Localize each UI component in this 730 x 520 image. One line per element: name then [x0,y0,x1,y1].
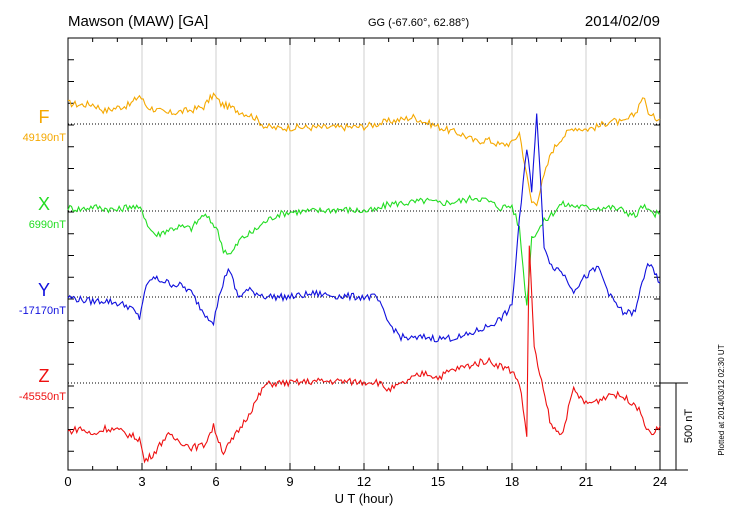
component-label-y: Y [38,280,50,300]
x-tick-label: 12 [357,474,371,489]
x-axis-label: U T (hour) [335,491,394,506]
baseline-value-y: -17170nT [19,305,66,317]
series-line-y [67,113,661,343]
vertical-gridlines [141,38,587,470]
component-label-f: F [39,107,50,127]
scale-bar [660,382,688,471]
series-line-f [68,92,661,207]
x-tick-label: 0 [64,474,71,489]
component-label-z: Z [39,366,50,386]
x-tick-label: 9 [286,474,293,489]
x-tick-label: 21 [579,474,593,489]
x-tick-label: 6 [212,474,219,489]
baseline-value-z: -45550nT [19,391,66,403]
x-tick-label: 15 [431,474,445,489]
x-tick-label: 3 [138,474,145,489]
component-label-x: X [38,194,50,214]
x-tick-label: 24 [653,474,667,489]
series-lines [67,92,661,464]
component-labels: F 49190nT X 6990nT Y -17170nT Z -45550nT [19,107,66,403]
series-line-x [67,194,661,306]
plotted-at-note: Plotted at 2014/03/12 02:30 UT [717,344,726,455]
x-tick-label: 18 [505,474,519,489]
series-line-z [67,245,661,464]
scale-bar-label: 500 nT [683,409,695,444]
plot-date: 2014/02/09 [585,13,660,30]
baseline-value-x: 6990nT [29,219,67,231]
axis-ticks [67,38,661,470]
station-coordinates: GG (-67.60°, 62.88°) [368,17,469,29]
baseline-value-f: 49190nT [23,132,67,144]
x-tick-labels: 0 3 6 9 12 15 18 21 24 [64,474,667,489]
station-title: Mawson (MAW) [GA] [68,13,208,30]
